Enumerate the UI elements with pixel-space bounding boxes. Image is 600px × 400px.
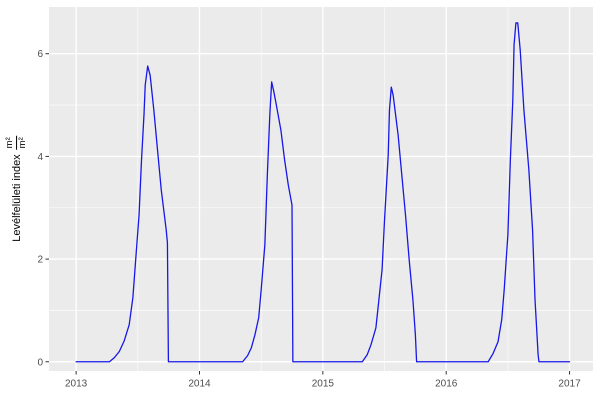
- y-axis-unit-fraction: m² m²: [4, 136, 29, 150]
- y-tick-label: 0: [37, 357, 43, 368]
- x-tick-label: 2013: [65, 379, 88, 390]
- y-axis-title: Levélfelületi index m² m²: [4, 136, 29, 242]
- y-tick-label: 2: [37, 255, 43, 266]
- lai-line: [75, 22, 571, 363]
- y-tick-label: 4: [37, 152, 43, 163]
- y-unit-denominator: m²: [17, 137, 29, 149]
- x-tick-label: 2016: [435, 379, 458, 390]
- y-unit-numerator: m²: [4, 136, 18, 150]
- y-axis-label-text: Levélfelületi index: [11, 154, 23, 242]
- x-tick-label: 2015: [312, 379, 335, 390]
- x-tick-label: 2017: [558, 379, 581, 390]
- y-tick-label: 6: [37, 49, 43, 60]
- x-tick-label: 2014: [188, 379, 211, 390]
